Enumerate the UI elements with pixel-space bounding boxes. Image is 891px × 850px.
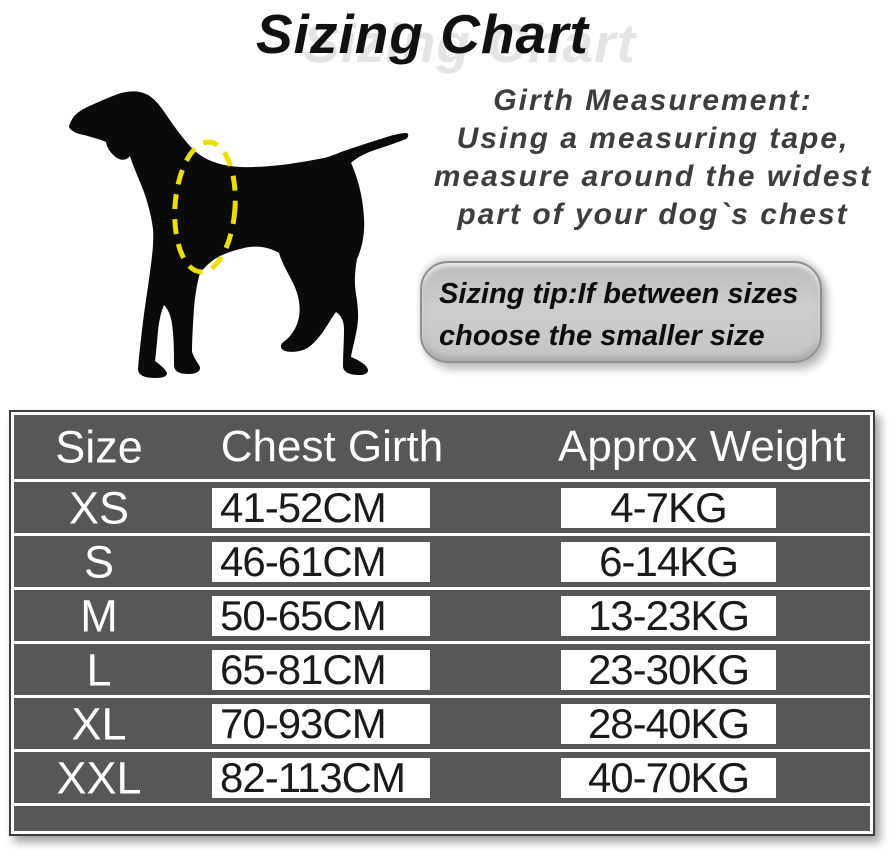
size-label: XS [68,482,130,533]
girth-value: 65-81CM [212,648,430,690]
girth-value: 41-52CM [212,486,430,528]
table-row-s: S 46-61CM 6-14KG [14,536,870,587]
sizing-tip-line: choose the smaller size [439,320,765,352]
girth-note-line: Using a measuring tape, [456,122,850,155]
dog-silhouette-illustration [69,91,409,378]
sizing-tip-line: Sizing tip:If between sizes [439,278,799,310]
table-footer-band [14,806,870,831]
size-table-body: Size Chest Girth Approx Weight XS 41-52C… [14,415,870,831]
girth-value: 50-65CM [212,594,430,636]
column-header-approx-weight: Approx Weight [558,422,846,471]
size-label: S [83,536,114,587]
weight-value: 40-70KG [561,756,776,798]
weight-value: 4-7KG [561,486,776,528]
size-label: L [86,644,112,695]
girth-note-line: measure around the widest [433,160,873,193]
girth-measurement-ellipse [172,139,238,275]
weight-value: 28-40KG [561,702,776,744]
size-table: Size Chest Girth Approx Weight XS 41-52C… [9,410,875,836]
page-title: Sizing Chart [256,3,589,65]
size-label: XL [71,698,127,749]
column-header-chest-girth: Chest Girth [220,422,444,471]
dog-silhouette [69,91,409,378]
table-header-row: Size Chest Girth Approx Weight [14,415,870,479]
girth-note-line: part of your dog`s chest [457,198,849,231]
girth-value: 82-113CM [212,756,430,798]
girth-value: 70-93CM [212,702,430,744]
sizing-tip-box: Sizing tip:If between sizes choose the s… [420,261,822,363]
page-title-watermark: Sizing Chart [303,12,636,74]
table-row-l: L 65-81CM 23-30KG [14,644,870,695]
girth-note-heading: Girth Measurement: [493,84,813,117]
size-label: XXL [56,752,142,803]
girth-measurement-note: Girth Measurement: Using a measuring tap… [420,82,886,234]
column-header-size: Size [55,421,143,473]
girth-value: 46-61CM [212,540,430,582]
weight-value: 23-30KG [561,648,776,690]
table-row-xs: XS 41-52CM 4-7KG [14,482,870,533]
weight-value: 6-14KG [561,540,776,582]
table-row-xxl: XXL 82-113CM 40-70KG [14,752,870,803]
weight-value: 13-23KG [561,594,776,636]
table-row-m: M 50-65CM 13-23KG [14,590,870,641]
table-row-xl: XL 70-93CM 28-40KG [14,698,870,749]
size-label: M [80,590,118,641]
